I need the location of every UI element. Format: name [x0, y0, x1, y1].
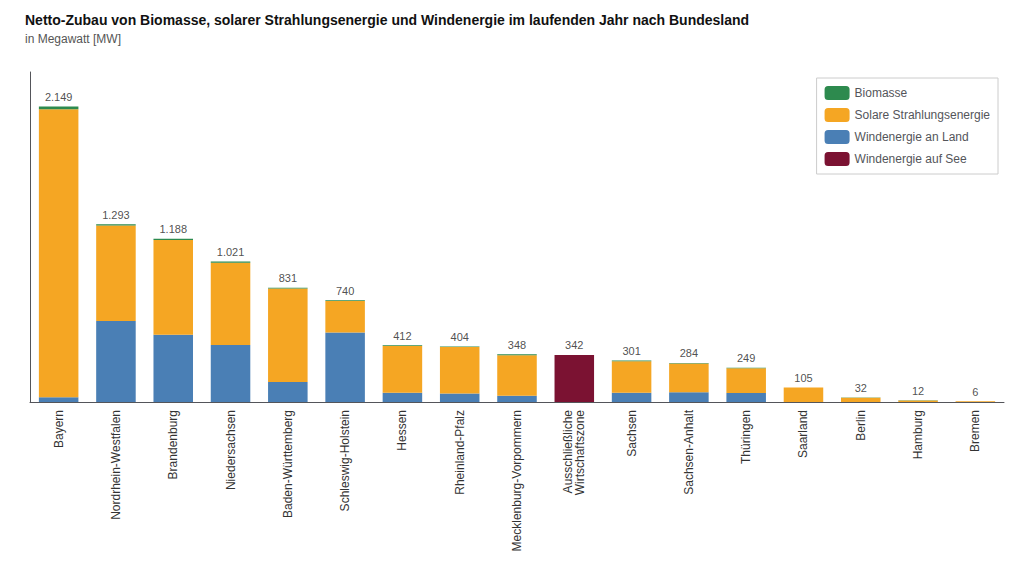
- svg-text:Biomasse: Biomasse: [855, 86, 908, 100]
- svg-text:Ausschließliche: Ausschließliche: [561, 410, 576, 494]
- svg-text:Niedersachsen: Niedersachsen: [224, 410, 238, 490]
- svg-text:284: 284: [680, 347, 698, 359]
- svg-text:1.021: 1.021: [217, 246, 245, 258]
- svg-text:32: 32: [855, 382, 867, 394]
- svg-text:Baden-Württemberg: Baden-Württemberg: [281, 410, 295, 518]
- svg-text:Sachsen: Sachsen: [625, 410, 639, 457]
- svg-text:301: 301: [622, 345, 640, 357]
- svg-text:Sachsen-Anhalt: Sachsen-Anhalt: [682, 409, 696, 494]
- svg-text:Saarland: Saarland: [796, 410, 810, 458]
- svg-text:Solare Strahlungsenergie: Solare Strahlungsenergie: [855, 108, 991, 122]
- svg-text:1.293: 1.293: [102, 209, 130, 221]
- svg-text:Bremen: Bremen: [968, 410, 982, 452]
- svg-text:1.188: 1.188: [159, 223, 187, 235]
- svg-text:249: 249: [737, 352, 755, 364]
- svg-text:348: 348: [508, 339, 526, 351]
- svg-text:831: 831: [279, 272, 297, 284]
- svg-text:Hamburg: Hamburg: [911, 410, 925, 459]
- svg-text:Schleswig-Holstein: Schleswig-Holstein: [338, 410, 352, 511]
- svg-text:Mecklenburg-Vorpommern: Mecklenburg-Vorpommern: [510, 410, 524, 551]
- svg-text:Brandenburg: Brandenburg: [166, 410, 180, 479]
- svg-text:6: 6: [972, 386, 978, 398]
- svg-text:Rheinland-Pfalz: Rheinland-Pfalz: [453, 410, 467, 495]
- svg-text:12: 12: [912, 385, 924, 397]
- svg-text:Wirtschaftszone: Wirtschaftszone: [573, 410, 587, 496]
- svg-text:in Megawatt [MW]: in Megawatt [MW]: [25, 32, 121, 46]
- svg-text:404: 404: [451, 331, 469, 343]
- svg-text:Windenergie auf See: Windenergie auf See: [855, 152, 967, 166]
- svg-text:Bayern: Bayern: [52, 410, 66, 448]
- svg-text:Windenergie an Land: Windenergie an Land: [855, 130, 969, 144]
- svg-text:Berlin: Berlin: [854, 410, 868, 441]
- svg-text:Nordrhein-Westfalen: Nordrhein-Westfalen: [109, 410, 123, 520]
- svg-text:412: 412: [393, 330, 411, 342]
- svg-text:740: 740: [336, 285, 354, 297]
- svg-text:Hessen: Hessen: [395, 410, 409, 451]
- svg-text:2.149: 2.149: [45, 91, 73, 103]
- svg-text:342: 342: [565, 339, 583, 351]
- svg-text:Netto-Zubau von Biomasse, sola: Netto-Zubau von Biomasse, solarer Strahl…: [25, 12, 749, 28]
- svg-text:Thüringen: Thüringen: [739, 410, 753, 464]
- svg-text:105: 105: [794, 372, 812, 384]
